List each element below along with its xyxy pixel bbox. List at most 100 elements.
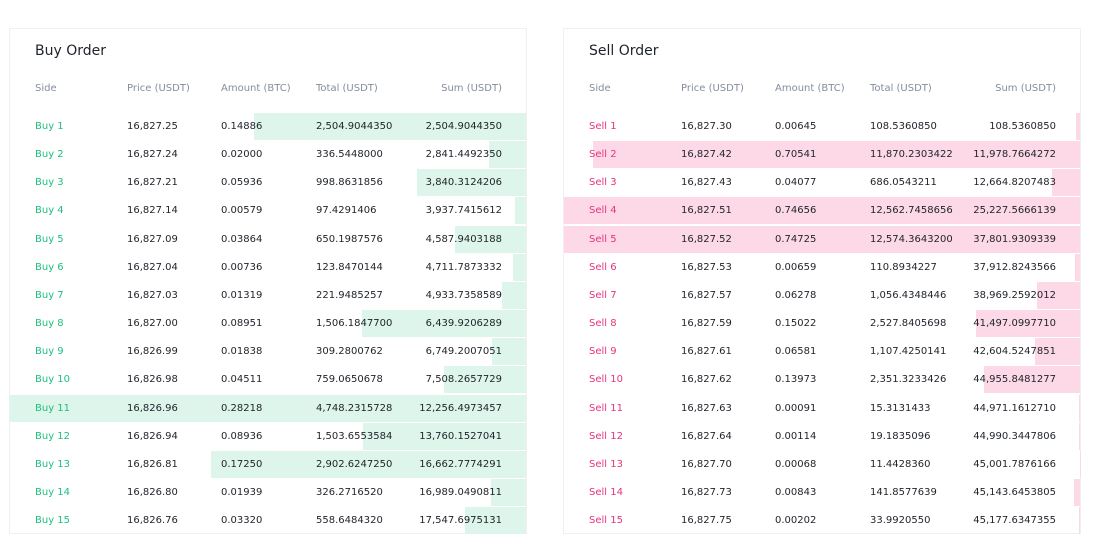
cell: 12,256.4973457: [419, 402, 502, 414]
depth-bar: [983, 366, 1080, 394]
cell: 11,978.7664272: [973, 149, 1056, 161]
cell: 2,504.9044350: [316, 121, 393, 132]
depth-bar: [443, 366, 526, 394]
cell: 0.70541: [775, 149, 817, 161]
order-row: Sell 4 16,827.51 0.74656 12,562.7458656 25,2…: [564, 197, 1080, 225]
cell: 16,827.73: [681, 486, 732, 498]
cell: Sell 7: [589, 289, 617, 301]
cell: 221.9485257: [316, 289, 383, 301]
cell: 12,562.7458656: [870, 205, 953, 217]
cell: 1,506.1847700: [316, 318, 393, 330]
cell: 44,955.8481277: [973, 374, 1056, 386]
depth-bar: [1051, 169, 1080, 197]
cell: Sell 3: [589, 177, 617, 189]
depth-bar: [1075, 113, 1080, 140]
cell: 0.02000: [221, 149, 263, 161]
cell: 45,001.7876166: [973, 458, 1056, 470]
cell: 0.00736: [221, 261, 263, 273]
order-row: Buy 2 16,827.24 0.02000 336.5448000 2,841.44…: [10, 141, 526, 169]
cell: 0.14886: [221, 121, 263, 132]
cell: 0.00114: [775, 430, 817, 442]
cell: 0.06581: [775, 346, 817, 358]
cell: 16,827.70: [681, 458, 732, 470]
cell: 19.1835096: [870, 430, 931, 442]
cell: 37,912.8243566: [973, 261, 1056, 273]
depth-bar: [1036, 281, 1080, 309]
cell: Buy 7: [35, 289, 64, 301]
cell: 41,497.0997710: [973, 318, 1056, 330]
depth-bar: [1078, 507, 1080, 535]
cell: Buy 15: [35, 515, 71, 527]
cell: 16,827.00: [127, 318, 178, 330]
cell: 16,826.98: [127, 374, 178, 386]
cell: 309.2800762: [316, 346, 383, 358]
depth-bar: [976, 310, 1080, 338]
order-row: Sell 11 16,827.63 0.00091 15.3131433 44,971.…: [564, 394, 1080, 423]
cell: Buy 1: [35, 121, 64, 132]
cell: 0.06278: [775, 289, 817, 301]
cell: Buy 2: [35, 149, 64, 161]
cell: 6,749.2007051: [425, 346, 502, 358]
cell: 13,760.1527041: [419, 430, 502, 442]
cell: 2,527.8405698: [870, 318, 947, 330]
order-row: Buy 15 16,826.76 0.03320 558.6484320 17,547.…: [10, 507, 526, 535]
cell: 16,826.94: [127, 430, 178, 442]
depth-bar: [489, 141, 526, 169]
order-row: Sell 8 16,827.59 0.15022 2,527.8405698 41,49…: [564, 310, 1080, 338]
cell: Buy 4: [35, 205, 64, 217]
cell: 45,143.6453805: [973, 486, 1056, 498]
cell: 2,351.3233426: [870, 374, 947, 386]
depth-bar: [564, 197, 1080, 225]
depth-bar: [1074, 478, 1080, 506]
cell: 16,827.25: [127, 121, 178, 132]
cell: 0.03320: [221, 515, 263, 527]
cell: 16,827.42: [681, 149, 732, 161]
cell: 16,827.57: [681, 289, 732, 301]
depth-bar: [1079, 422, 1080, 450]
header-row: Side Price (USDT) Amount (BTC) Total (USDT)…: [10, 75, 526, 103]
cell: 16,827.24: [127, 149, 178, 161]
order-row: Buy 5 16,827.09 0.03864 650.1987576 4,587.94…: [10, 225, 526, 254]
cell: 0.74656: [775, 205, 817, 217]
cell: Sell 8: [589, 318, 617, 330]
order-row: Sell 7 16,827.57 0.06278 1,056.4348446 38,96…: [564, 281, 1080, 310]
cell: 11.4428360: [870, 458, 931, 470]
order-row: Buy 12 16,826.94 0.08936 1,503.6553584 13,76…: [10, 422, 526, 451]
cell: Buy 12: [35, 430, 71, 442]
cell: 16,826.81: [127, 458, 178, 470]
column-header: Side: [589, 83, 611, 94]
cell: 0.15022: [775, 318, 817, 330]
cell: Sell 2: [589, 149, 617, 161]
cell: 16,827.63: [681, 402, 732, 414]
cell: 12,664.8207483: [973, 177, 1056, 189]
order-row: Buy 3 16,827.21 0.05936 998.8631856 3,840.31…: [10, 169, 526, 197]
cell: 336.5448000: [316, 149, 383, 161]
cell: 2,504.9044350: [425, 121, 502, 132]
cell: Sell 5: [589, 233, 617, 245]
cell: 0.28218: [221, 402, 263, 414]
cell: 16,827.43: [681, 177, 732, 189]
cell: Sell 15: [589, 515, 623, 527]
cell: 16,827.04: [127, 261, 178, 273]
order-row: Sell 1 16,827.30 0.00645 108.5360850 108.536…: [564, 113, 1080, 141]
cell: 25,227.5666139: [973, 205, 1056, 217]
cell: Sell 14: [589, 486, 623, 498]
cell: Sell 11: [589, 402, 623, 414]
depth-bar: [1034, 338, 1080, 366]
cell: 15.3131433: [870, 402, 931, 414]
cell: 2,841.4492350: [425, 149, 502, 161]
depth-bar: [492, 338, 526, 366]
order-row: Buy 6 16,827.04 0.00736 123.8470144 4,711.78…: [10, 253, 526, 282]
depth-bar: [490, 478, 526, 506]
order-row: Buy 1 16,827.25 0.14886 2,504.9044350 2,504.…: [10, 113, 526, 141]
cell: 0.00091: [775, 402, 817, 414]
cell: Buy 8: [35, 318, 64, 330]
depth-bar: [253, 113, 526, 140]
cell: 16,827.03: [127, 289, 178, 301]
depth-bar: [1075, 253, 1080, 281]
column-header: Total (USDT): [316, 83, 378, 94]
panel-title: Sell Order: [589, 43, 659, 59]
cell: 686.0543211: [870, 177, 937, 189]
depth-bar: [362, 310, 526, 338]
cell: 16,827.53: [681, 261, 732, 273]
